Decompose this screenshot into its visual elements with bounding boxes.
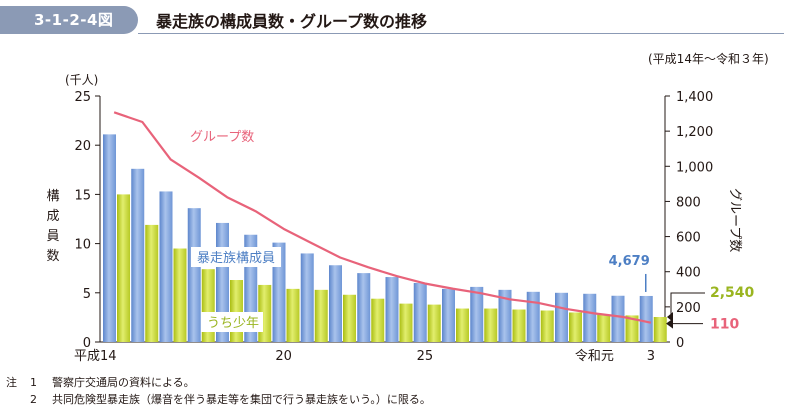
- juvenile-bar: [653, 317, 667, 342]
- juvenile-bar: [512, 309, 526, 342]
- note-2: 2 共同危険型暴走族（爆音を伴う暴走等を集団で行う暴走族をいう。）に限る。: [6, 391, 431, 408]
- x-tick-label: 25: [417, 349, 434, 364]
- juvenile-bar: [569, 312, 582, 342]
- left-tick-label: 0: [83, 336, 91, 351]
- juvenile-last-arrow: [667, 312, 673, 323]
- left-axis-label-char: 構: [46, 189, 59, 204]
- x-tick-label: 平成14: [74, 349, 117, 364]
- groups-last-value: 110: [710, 317, 739, 333]
- member-bar: [611, 295, 625, 342]
- right-tick-label: 400: [676, 266, 701, 281]
- member-bar: [329, 265, 342, 342]
- x-tick-label: 3: [647, 349, 655, 364]
- member-bar: [300, 253, 314, 342]
- juvenile-bar: [343, 294, 356, 342]
- figure-number: 3-1-2-4図: [34, 11, 114, 29]
- note-1-label: 注: [6, 376, 17, 389]
- notes: 注 1 警察庁交通局の資料による。 2 共同危険型暴走族（爆音を伴う暴走等を集団で行う…: [6, 374, 431, 408]
- member-label-bg: [191, 247, 281, 267]
- chart: 0 5 10 15 20 25 0 200 400 600 800 1,000 1,200 1,400 (千…: [46, 73, 755, 364]
- left-tick-label: 10: [74, 238, 91, 253]
- note-1: 注 1 警察庁交通局の資料による。: [6, 374, 431, 391]
- left-axis-label-char: 成: [46, 209, 59, 224]
- title-underline: [138, 33, 784, 34]
- juvenile-bar: [145, 224, 159, 342]
- juvenile-bar: [286, 288, 300, 342]
- x-tick-label: 令和元: [575, 349, 614, 364]
- juvenile-bar: [230, 280, 243, 342]
- juvenile-bar: [117, 194, 130, 342]
- member-bar: [159, 191, 173, 342]
- juvenile-bar: [314, 289, 328, 342]
- left-axis-label-char: 員: [46, 229, 59, 244]
- member-bar: [442, 288, 455, 342]
- member-bar: [526, 291, 540, 342]
- juvenile-bar: [371, 298, 385, 342]
- left-tick-label: 25: [74, 90, 91, 105]
- juvenile-bar: [399, 303, 413, 342]
- member-bar: [498, 289, 512, 342]
- right-tick-label: 200: [676, 301, 701, 316]
- member-bar: [470, 286, 484, 342]
- groups-series-label: グループ数: [190, 130, 254, 145]
- member-bar: [583, 293, 597, 342]
- groups-line: [113, 111, 652, 324]
- note-1-text: 警察庁交通局の資料による。: [52, 376, 195, 389]
- period-label: (平成14年～令和３年): [648, 52, 769, 66]
- juvenile-last-value: 2,540: [710, 285, 755, 301]
- juvenile-bar: [540, 310, 554, 342]
- member-bar: [413, 282, 427, 342]
- groups-last-arrow: [666, 318, 673, 329]
- member-bar: [639, 295, 653, 342]
- left-tick-label: 15: [74, 188, 91, 203]
- juvenile-label-bg: [201, 312, 263, 332]
- right-axis-label: グループ数: [727, 188, 742, 252]
- member-bar: [555, 292, 568, 342]
- left-axis-label-char: 数: [46, 249, 59, 264]
- figure-title: 暴走族の構成員数・グループ数の推移: [156, 12, 428, 31]
- x-tick-label: 20: [275, 349, 292, 364]
- note-2-text: 共同危険型暴走族（爆音を伴う暴走等を集団で行う暴走族をいう。）に限る。: [52, 393, 431, 406]
- juvenile-bar: [484, 308, 498, 342]
- member-bar: [103, 134, 116, 342]
- right-tick-label: 600: [676, 231, 701, 246]
- left-tick-label: 20: [74, 139, 91, 154]
- left-axis-unit: (千人): [65, 73, 98, 87]
- right-tick-label: 1,200: [676, 125, 713, 140]
- juvenile-bar: [456, 308, 469, 342]
- members-last-value: 4,679: [609, 254, 650, 269]
- member-bar: [357, 273, 371, 342]
- juvenile-bar: [427, 304, 441, 342]
- juvenile-bar: [173, 248, 187, 342]
- member-series-label: 暴走族構成員: [197, 250, 275, 266]
- member-bar: [131, 168, 145, 342]
- left-tick-label: 5: [83, 287, 91, 302]
- member-bar: [272, 242, 286, 342]
- right-tick-label: 1,000: [676, 160, 713, 175]
- right-tick-label: 0: [676, 336, 684, 351]
- right-tick-label: 800: [676, 195, 701, 210]
- member-bar: [385, 277, 399, 342]
- figure-number-badge: 3-1-2-4図: [0, 6, 138, 34]
- juvenile-bar: [597, 314, 611, 342]
- note-1-number: 1: [30, 376, 37, 389]
- juvenile-series-label: うち少年: [207, 316, 259, 331]
- member-bar: [187, 208, 201, 342]
- juvenile-bar: [625, 315, 639, 342]
- juvenile-last-leader: [670, 292, 705, 318]
- note-2-number: 2: [30, 393, 37, 406]
- right-tick-label: 1,400: [676, 90, 713, 105]
